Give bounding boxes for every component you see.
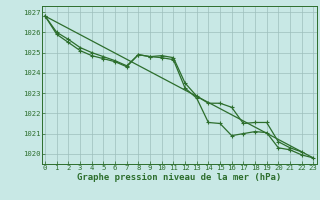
X-axis label: Graphe pression niveau de la mer (hPa): Graphe pression niveau de la mer (hPa) (77, 173, 281, 182)
